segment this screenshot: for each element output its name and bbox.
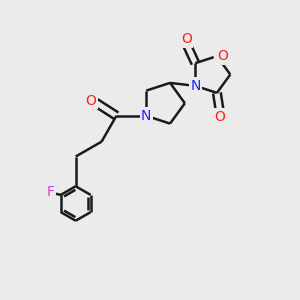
Text: O: O xyxy=(214,110,225,124)
Text: N: N xyxy=(190,79,200,93)
Text: O: O xyxy=(86,94,97,108)
Text: O: O xyxy=(217,49,228,63)
Text: N: N xyxy=(141,109,151,123)
Text: O: O xyxy=(181,32,192,46)
Text: F: F xyxy=(46,185,54,199)
